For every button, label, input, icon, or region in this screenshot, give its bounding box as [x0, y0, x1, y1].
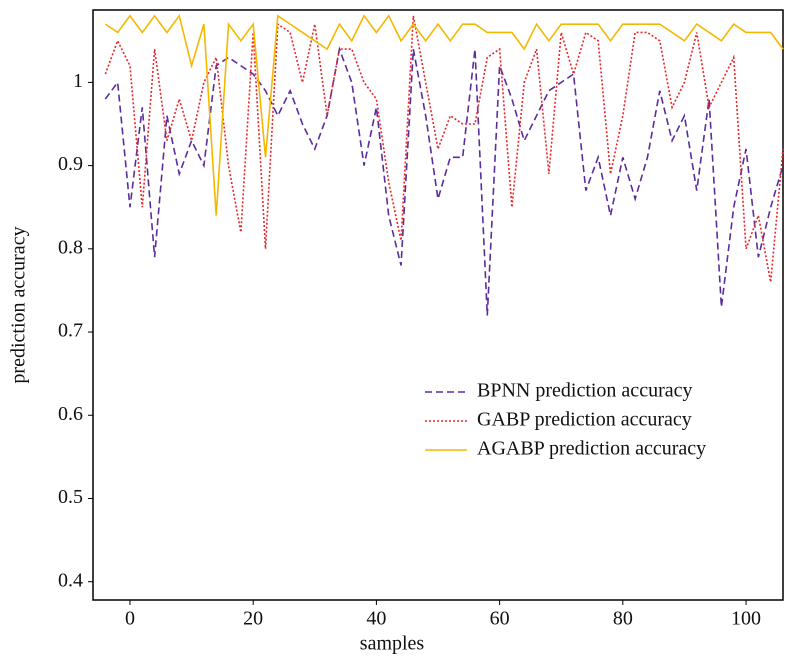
y-tick-label: 0.6	[58, 403, 83, 425]
y-tick-label: 0.5	[58, 486, 83, 508]
y-tick-label: 0.7	[58, 320, 83, 342]
y-tick-label: 1	[73, 70, 83, 92]
x-tick-label: 0	[125, 608, 135, 630]
x-axis-label: samples	[360, 633, 425, 655]
plot-frame	[92, 9, 784, 601]
y-tick-label: 0.9	[58, 153, 83, 175]
x-tick-label: 20	[243, 608, 263, 630]
y-tick-label: 0.4	[58, 569, 83, 591]
x-tick-label: 40	[366, 608, 386, 630]
x-tick-label: 80	[613, 608, 633, 630]
data-line	[104, 46, 784, 316]
data-line	[104, 13, 784, 216]
y-axis-label: prediction accuracy	[8, 226, 30, 383]
y-tick-label: 0.8	[58, 236, 83, 258]
legend-label: GABP prediction accuracy	[477, 409, 692, 431]
x-tick-label: 100	[731, 608, 761, 630]
data-line	[104, 15, 784, 283]
x-tick-label: 60	[490, 608, 510, 630]
legend-label: BPNN prediction accuracy	[477, 380, 692, 402]
legend-label: AGABP prediction accuracy	[477, 438, 706, 460]
